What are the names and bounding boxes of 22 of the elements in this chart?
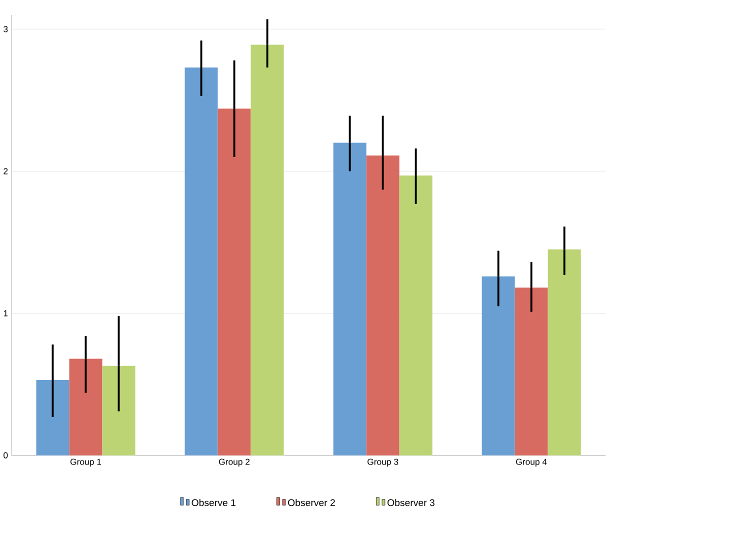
- y-tick-label: 2: [4, 168, 8, 174]
- bar: [218, 108, 251, 456]
- bar: [399, 176, 432, 456]
- bar: [482, 276, 515, 456]
- legend-label: Observer 2: [288, 499, 335, 506]
- bar: [514, 288, 548, 456]
- bar: [333, 142, 366, 456]
- legend-label: Observe 1: [192, 499, 236, 506]
- bar: [36, 380, 70, 456]
- y-tick-label: 1: [4, 310, 8, 316]
- bar: [69, 358, 102, 456]
- x-tick-label: Group 3: [368, 458, 398, 467]
- bar: [250, 44, 284, 456]
- y-tick-label: 3: [4, 26, 8, 32]
- bar: [366, 156, 400, 456]
- x-tick-label: Group 1: [70, 458, 102, 467]
- x-tick-label: Group 4: [516, 458, 547, 467]
- x-tick-label: Group 2: [219, 458, 250, 467]
- y-tick-label: 0: [4, 452, 8, 459]
- bar: [548, 249, 581, 456]
- legend-label: Observer 3: [388, 499, 434, 506]
- bar: [184, 68, 218, 456]
